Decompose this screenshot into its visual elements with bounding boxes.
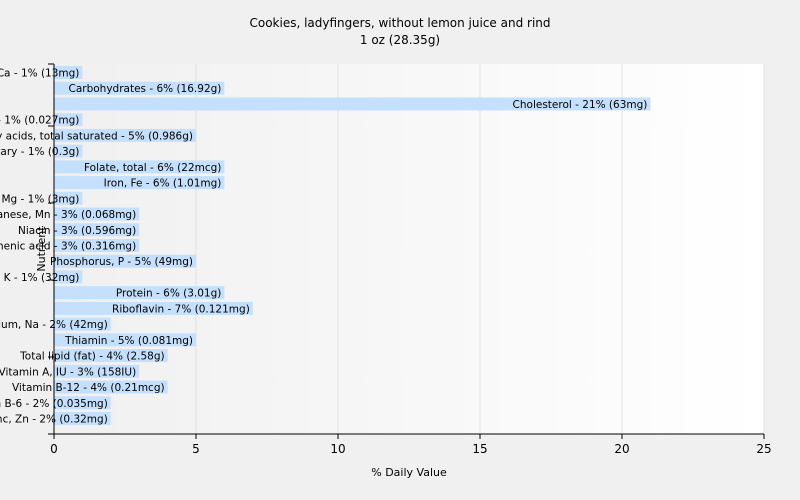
bar [54, 254, 196, 268]
x-tick-label: 20 [614, 442, 629, 456]
bar-label: Fiber, total dietary - 1% (0.3g) [0, 146, 79, 158]
bar-label: Niacin - 3% (0.596mg) [18, 225, 136, 237]
bar [54, 286, 225, 300]
bar [54, 160, 225, 174]
x-tick-label: 15 [472, 442, 487, 456]
bar-label: Copper, Cu - 1% (0.027mg) [0, 115, 79, 127]
bar [54, 207, 140, 221]
bar [54, 380, 168, 394]
bar-label: Magnesium, Mg - 1% (3mg) [0, 193, 79, 205]
x-axis-title: % Daily Value [371, 466, 447, 479]
bar-label: Carbohydrates - 6% (16.92g) [69, 83, 222, 95]
bar-label: Manganese, Mn - 3% (0.068mg) [0, 209, 136, 221]
bar [54, 333, 196, 347]
bar [54, 81, 225, 95]
bar [54, 191, 83, 205]
bar [54, 412, 111, 425]
bar [54, 270, 83, 284]
x-tick-label: 10 [330, 442, 345, 456]
bar [54, 317, 111, 331]
x-tick-label: 0 [50, 442, 58, 456]
bar [54, 239, 140, 252]
bar [54, 223, 140, 237]
bar-label: Total lipid (fat) - 4% (2.58g) [19, 351, 164, 363]
chart-subtitle: 1 oz (28.35g) [359, 33, 441, 47]
bar [54, 128, 196, 142]
bar-label: Calcium, Ca - 1% (13mg) [0, 68, 79, 80]
bar-label: Folate, total - 6% (22mcg) [84, 162, 221, 174]
y-axis-title: Nutrient [35, 226, 48, 272]
x-tick-label: 25 [756, 442, 771, 456]
bar [54, 349, 168, 363]
bar-label: Iron, Fe - 6% (1.01mg) [104, 178, 222, 190]
x-tick-label: 5 [192, 442, 200, 456]
bar [54, 364, 140, 378]
bar-label: Phosphorus, P - 5% (49mg) [50, 256, 193, 268]
bar [54, 113, 83, 127]
bar [54, 97, 651, 111]
bar [54, 176, 225, 190]
bar-label: Vitamin A, IU - 3% (158IU) [0, 366, 136, 378]
bar-label: Fatty acids, total saturated - 5% (0.986… [0, 130, 193, 142]
bar-label: Cholesterol - 21% (63mg) [513, 99, 648, 111]
plot-area [54, 64, 764, 434]
bar-label: Vitamin B-12 - 4% (0.21mcg) [12, 382, 165, 394]
bar [54, 396, 111, 410]
bar [54, 144, 83, 158]
bar-label: Potassium, K - 1% (32mg) [0, 272, 79, 284]
bar-label: Thiamin - 5% (0.081mg) [64, 335, 193, 347]
bar [54, 301, 253, 315]
chart-title: Cookies, ladyfingers, without lemon juic… [249, 16, 551, 30]
bar [54, 66, 83, 79]
bar-label: Riboflavin - 7% (0.121mg) [112, 303, 250, 315]
bar-label: Pantothenic acid - 3% (0.316mg) [0, 241, 136, 253]
bar-label: Protein - 6% (3.01g) [116, 288, 222, 300]
